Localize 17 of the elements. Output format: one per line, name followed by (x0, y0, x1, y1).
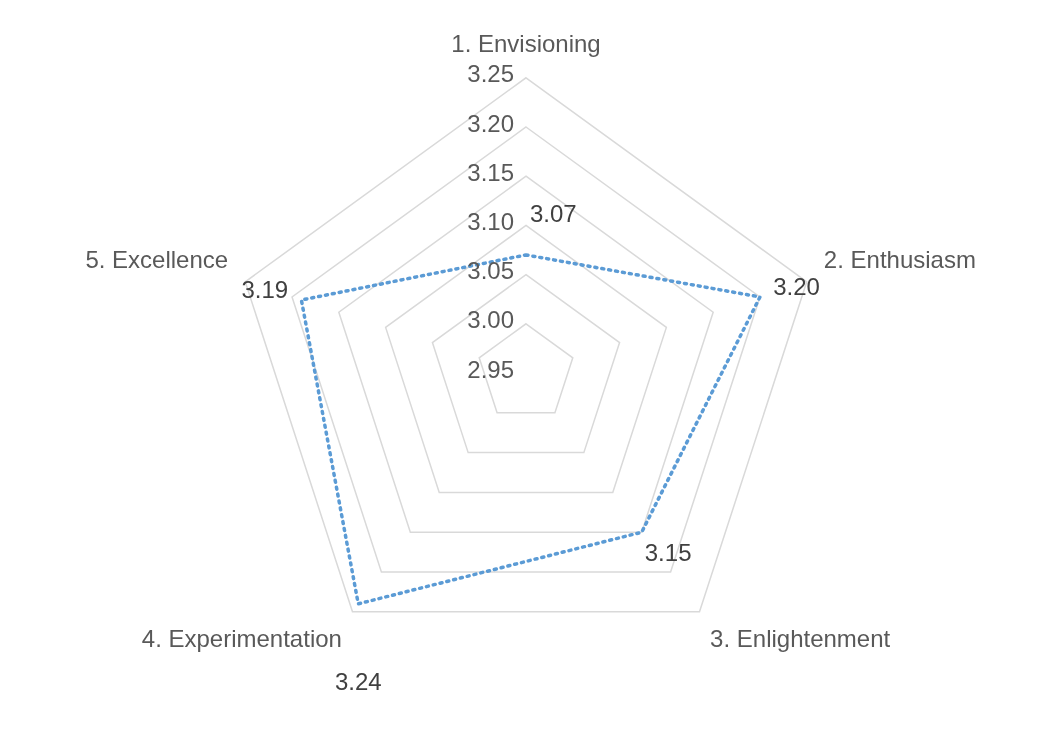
y-tick-label: 3.15 (467, 158, 514, 186)
spoke-label: 3. Enlightenment (710, 625, 891, 653)
data-label: 3.24 (334, 668, 382, 696)
data-label: 3.19 (241, 276, 289, 303)
data-label: 3.20 (773, 272, 820, 300)
y-tick-label: 3.00 (467, 306, 514, 334)
y-tick-label: 2.95 (467, 355, 514, 383)
data-label: 3.15 (644, 539, 692, 567)
y-tick-label: 3.20 (467, 109, 514, 137)
spoke-label: 2. Enthusiasm (823, 246, 976, 274)
y-tick-label: 3.10 (467, 208, 514, 236)
y-tick-label: 3.25 (467, 60, 514, 88)
y-tick-label: 3.05 (467, 257, 514, 285)
spoke-label: 4. Experimentation (141, 625, 342, 653)
data-label: 3.07 (530, 199, 577, 227)
spoke-label: 5. Excellence (85, 246, 229, 274)
spoke-label: 1. Envisioning (451, 30, 601, 58)
